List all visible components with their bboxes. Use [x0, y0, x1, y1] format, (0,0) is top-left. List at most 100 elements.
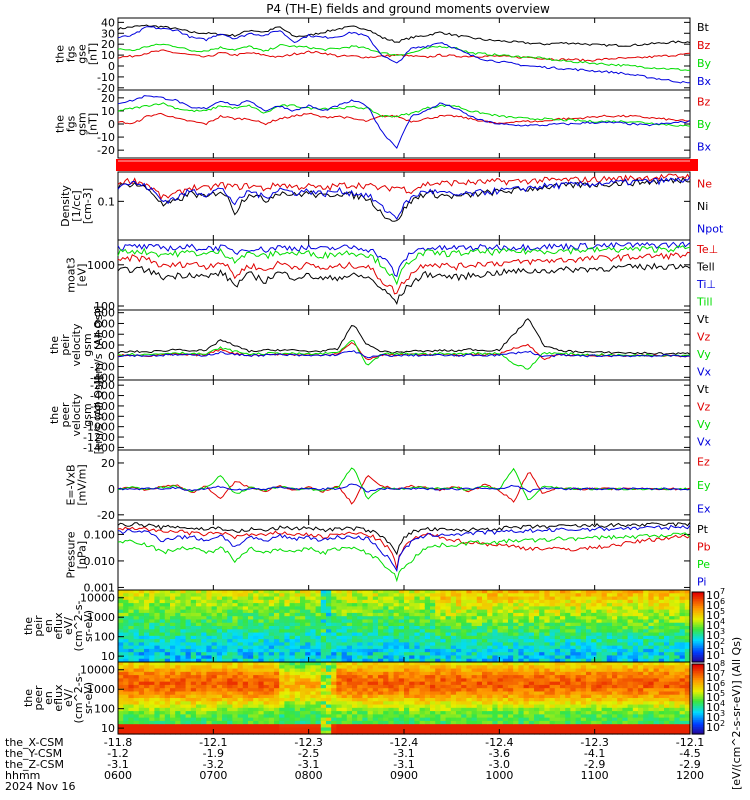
heat-cell [274, 691, 280, 696]
heat-cell [466, 596, 473, 601]
heat-cell [367, 665, 374, 670]
heat-cell [466, 724, 473, 729]
heat-cell [154, 730, 161, 735]
heat-cell [258, 648, 265, 653]
heat-cell [591, 603, 597, 607]
heat-cell [196, 691, 202, 696]
heat-cell [253, 652, 259, 657]
heat-cell [159, 694, 166, 699]
heat-cell [664, 606, 670, 611]
heat-cell [357, 626, 363, 630]
heat-cell [450, 720, 457, 725]
heat-cell [175, 684, 181, 689]
heat-cell [664, 629, 670, 634]
heat-cell [586, 645, 592, 650]
heat-cell [476, 652, 483, 657]
heat-cell [679, 599, 686, 604]
heat-cell [227, 701, 233, 706]
heat-cell [632, 724, 639, 729]
heat-cell [674, 599, 681, 604]
heat-cell [435, 619, 441, 624]
heat-cell [523, 662, 530, 666]
panel-peer_en_eflux: 10100100010000thepeerenefluxeV/(cm^2-s-s… [22, 661, 691, 735]
heat-cell [300, 681, 306, 686]
heat-cell [154, 616, 161, 621]
heat-cell [336, 645, 343, 650]
heat-cell [606, 694, 613, 699]
heat-cell [570, 612, 577, 617]
heat-cell [352, 655, 358, 660]
heat-cell [534, 619, 540, 624]
heat-cell [497, 684, 504, 689]
heat-cell [268, 688, 275, 693]
heat-cell [393, 711, 400, 715]
heat-cell [248, 665, 254, 670]
heat-cell [118, 684, 124, 689]
heat-cell [435, 727, 441, 732]
heat-cell [170, 629, 176, 634]
heat-cell [404, 616, 410, 621]
heat-cell [138, 698, 145, 702]
heat-cell [430, 648, 436, 653]
heat-cell [456, 691, 462, 696]
heat-cell [461, 724, 467, 729]
heat-cell [300, 622, 306, 627]
heat-cell [393, 671, 400, 676]
heat-cell [461, 642, 467, 647]
heat-cell [170, 616, 176, 621]
ylabel-line: peir [32, 615, 45, 637]
heat-cell [149, 671, 155, 676]
heat-cell [539, 701, 545, 706]
heat-cell [185, 642, 192, 647]
heat-cell [445, 616, 452, 621]
heat-cell [274, 635, 280, 640]
heat-cell [658, 622, 665, 627]
heat-cell [461, 648, 467, 653]
heat-cell [326, 655, 332, 660]
heat-cell [378, 648, 384, 653]
heat-cell [253, 717, 259, 722]
heat-cell [539, 648, 545, 653]
heat-cell [580, 632, 587, 637]
heat-cell [570, 629, 577, 634]
heat-cell [222, 609, 228, 614]
heat-cell [435, 668, 441, 673]
heat-cell [476, 619, 483, 624]
heat-cell [138, 704, 145, 709]
heat-cell [575, 658, 582, 663]
heat-cell [471, 678, 478, 683]
heat-cell [617, 688, 623, 693]
heat-cell [580, 645, 587, 650]
heat-cell [326, 662, 332, 666]
heat-cell [404, 632, 410, 637]
heat-cell [274, 727, 280, 732]
heat-cell [419, 652, 426, 657]
heat-cell [144, 629, 150, 634]
heat-cell [430, 658, 436, 663]
heat-cell [419, 619, 426, 624]
heat-cell [310, 599, 317, 604]
heat-cell [118, 688, 124, 693]
heat-cell [679, 655, 686, 660]
heat-cell [232, 635, 239, 640]
heat-cell [518, 701, 525, 706]
heat-cell [612, 698, 618, 702]
heat-cell [565, 698, 571, 702]
heat-cell [409, 711, 415, 715]
heat-cell [575, 626, 582, 630]
heat-cell [476, 626, 483, 630]
heat-cell [487, 717, 493, 722]
heat-cell [175, 655, 181, 660]
heat-cell [175, 730, 181, 735]
series-Bx [117, 26, 691, 84]
heat-cell [372, 655, 379, 660]
heat-cell [632, 629, 639, 634]
heat-cell [185, 727, 192, 732]
heat-cell [383, 626, 389, 630]
heat-cell [435, 655, 441, 660]
heat-cell [580, 714, 587, 719]
heat-cell [534, 701, 540, 706]
heat-cell [138, 619, 145, 624]
heat-cell [544, 704, 551, 709]
heat-cell [482, 642, 488, 647]
